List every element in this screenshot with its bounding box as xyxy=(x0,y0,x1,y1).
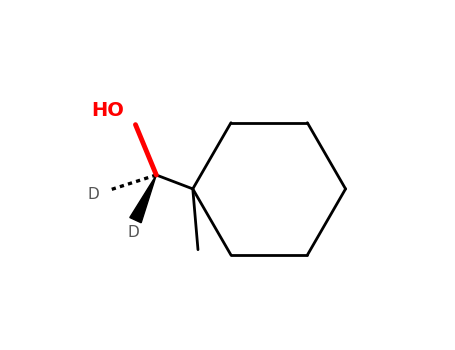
Text: D: D xyxy=(127,225,139,240)
Text: D: D xyxy=(88,187,100,202)
Text: HO: HO xyxy=(91,101,124,120)
Polygon shape xyxy=(130,175,157,223)
